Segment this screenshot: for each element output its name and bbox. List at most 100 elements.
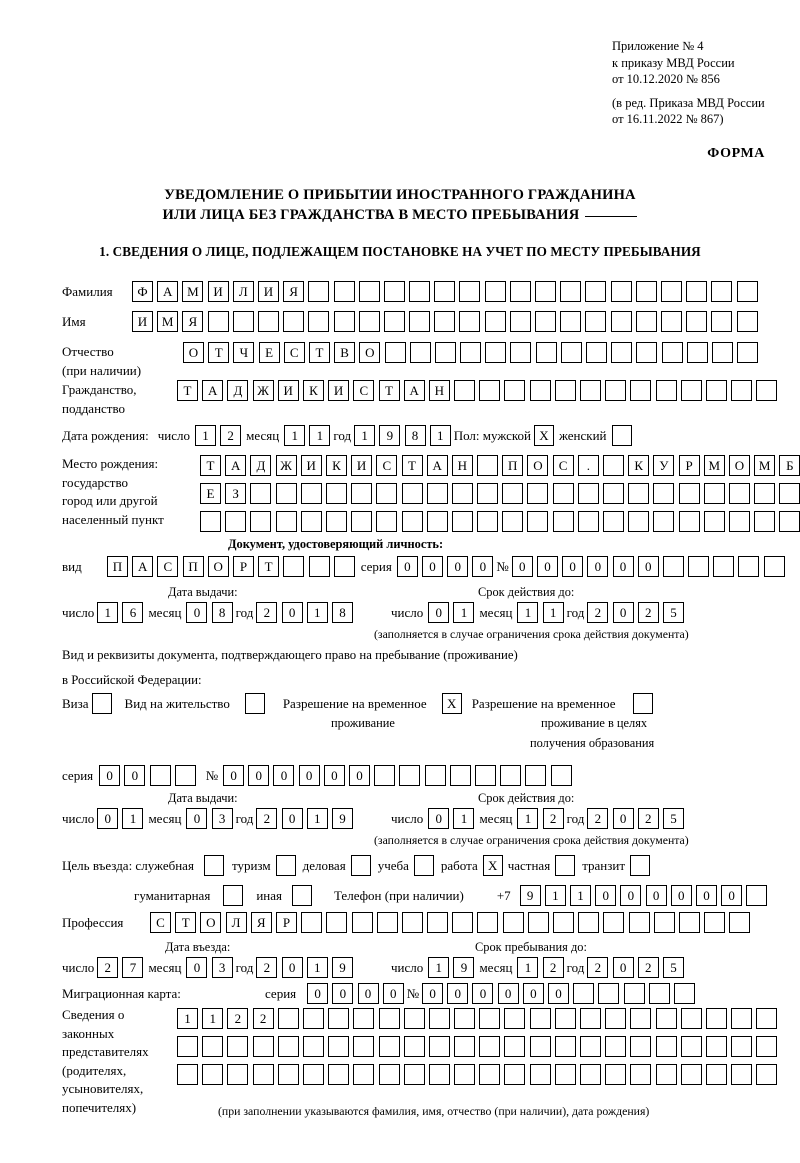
grid-cell[interactable] (308, 556, 330, 577)
grid-cell[interactable] (451, 511, 473, 532)
grid-cell[interactable] (257, 311, 279, 332)
grid-cell[interactable] (552, 511, 574, 532)
sex-male-checkbox[interactable]: X (533, 425, 554, 446)
grid-cell[interactable]: 0 (670, 885, 692, 906)
grid-cell[interactable] (688, 556, 710, 577)
grid-cell[interactable]: К (628, 455, 650, 476)
grid-cell[interactable] (302, 1036, 324, 1057)
grid-cell[interactable]: 0 (612, 602, 634, 623)
grid-cell[interactable] (451, 483, 473, 504)
grid-cell[interactable] (426, 483, 448, 504)
grid-cell[interactable]: 2 (256, 602, 278, 623)
grid-cell[interactable] (553, 912, 574, 933)
grid-cell[interactable]: Н (451, 455, 473, 476)
grid-cell[interactable] (655, 380, 677, 401)
grid-cell[interactable] (459, 281, 481, 302)
grid-cell[interactable]: 0 (447, 556, 469, 577)
legal-reps-cells-row2[interactable] (177, 1036, 778, 1057)
grid-cell[interactable] (250, 511, 272, 532)
grid-cell[interactable]: 0 (382, 983, 404, 1004)
grid-cell[interactable]: О (527, 455, 549, 476)
grid-cell[interactable]: П (182, 556, 204, 577)
grid-cell[interactable] (207, 311, 229, 332)
grid-cell[interactable] (326, 912, 348, 933)
grid-cell[interactable]: 9 (331, 957, 353, 978)
grid-cell[interactable] (378, 1036, 400, 1057)
grid-cell[interactable] (705, 1064, 727, 1085)
grid-cell[interactable] (779, 511, 800, 532)
grid-cell[interactable]: 2 (637, 957, 659, 978)
grid-cell[interactable] (605, 380, 627, 401)
grid-cell[interactable] (277, 1036, 299, 1057)
grid-cell[interactable] (428, 1008, 450, 1029)
grid-cell[interactable] (648, 983, 670, 1004)
grid-cell[interactable]: 9 (331, 808, 353, 829)
grid-cell[interactable] (283, 311, 305, 332)
grid-cell[interactable] (585, 311, 607, 332)
grid-cell[interactable] (678, 912, 700, 933)
grid-cell[interactable] (409, 281, 431, 302)
purpose-tourism-checkbox[interactable] (275, 855, 296, 876)
grid-cell[interactable]: А (403, 380, 425, 401)
grid-cell[interactable]: С (283, 342, 305, 363)
grid-cell[interactable] (479, 1008, 501, 1029)
grid-cell[interactable] (603, 455, 624, 476)
grid-cell[interactable] (605, 1008, 627, 1029)
grid-cell[interactable] (580, 380, 601, 401)
grid-cell[interactable] (252, 1064, 274, 1085)
grid-cell[interactable] (383, 311, 405, 332)
grid-cell[interactable]: Л (232, 281, 254, 302)
grid-cell[interactable] (529, 1008, 551, 1029)
grid-cell[interactable]: 9 (519, 885, 541, 906)
grid-cell[interactable] (560, 342, 582, 363)
grid-cell[interactable] (275, 483, 297, 504)
grid-cell[interactable]: 0 (223, 765, 245, 786)
grid-cell[interactable] (504, 380, 526, 401)
grid-cell[interactable] (704, 912, 726, 933)
grid-cell[interactable] (628, 483, 650, 504)
grid-cell[interactable] (711, 281, 733, 302)
grid-cell[interactable]: 1 (122, 808, 144, 829)
grid-cell[interactable] (678, 483, 700, 504)
grid-cell[interactable]: С (353, 380, 375, 401)
grid-cell[interactable] (605, 1036, 627, 1057)
grid-cell[interactable]: 0 (620, 885, 642, 906)
grid-cell[interactable] (746, 885, 768, 906)
grid-cell[interactable]: 0 (281, 957, 303, 978)
grid-cell[interactable]: 0 (428, 808, 450, 829)
grid-cell[interactable] (403, 1008, 425, 1029)
grid-cell[interactable] (754, 483, 776, 504)
grid-cell[interactable]: С (376, 455, 398, 476)
grid-cell[interactable] (333, 281, 355, 302)
grid-cell[interactable]: 1 (354, 425, 376, 446)
grid-cell[interactable]: 2 (220, 425, 242, 446)
grid-cell[interactable] (731, 1064, 753, 1085)
grid-cell[interactable]: И (300, 455, 322, 476)
grid-cell[interactable]: А (225, 455, 247, 476)
grid-cell[interactable] (711, 311, 733, 332)
grid-cell[interactable]: 1 (309, 425, 331, 446)
grid-cell[interactable] (403, 1036, 425, 1057)
grid-cell[interactable]: 2 (637, 602, 659, 623)
grid-cell[interactable] (756, 1036, 778, 1057)
visa-checkbox[interactable] (91, 693, 112, 714)
grid-cell[interactable]: 1 (542, 602, 564, 623)
grid-cell[interactable] (554, 1064, 576, 1085)
grid-cell[interactable] (630, 380, 652, 401)
grid-cell[interactable]: 2 (587, 957, 609, 978)
grid-cell[interactable] (434, 342, 456, 363)
grid-cell[interactable] (434, 281, 456, 302)
